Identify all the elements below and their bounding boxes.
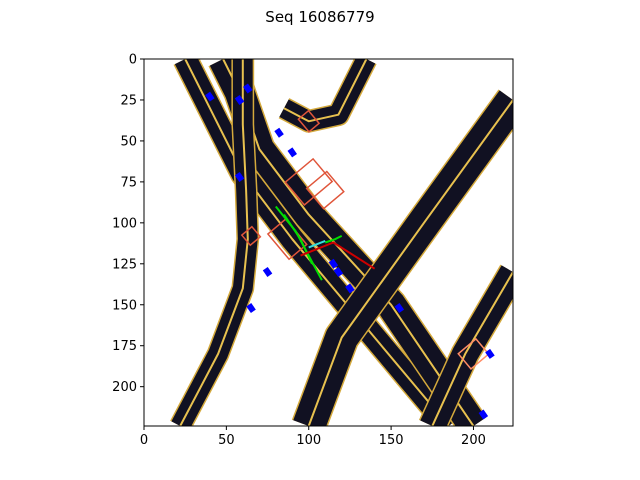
plot-frame bbox=[143, 58, 514, 427]
agent-marker bbox=[274, 127, 284, 138]
agent-marker bbox=[287, 147, 298, 158]
agent-box bbox=[284, 157, 334, 206]
x-axis: 0 50 100 150 200 bbox=[140, 426, 486, 448]
agent-marker bbox=[345, 283, 355, 294]
agent-boxes-layer bbox=[240, 109, 490, 370]
agent-marker bbox=[333, 266, 344, 277]
trajectory-green bbox=[283, 214, 313, 265]
y-tick-label: 175 bbox=[112, 339, 137, 354]
agent-box bbox=[297, 109, 321, 133]
x-tick-label: 0 bbox=[140, 433, 148, 448]
trajectory-green bbox=[324, 235, 343, 244]
chart-title: Seq 16086779 bbox=[265, 8, 374, 26]
y-tick-label: 75 bbox=[120, 175, 137, 190]
trajectories-layer bbox=[275, 205, 376, 281]
agent-marker bbox=[205, 91, 215, 102]
plot-area bbox=[143, 58, 514, 427]
y-tick-label: 150 bbox=[112, 298, 137, 313]
x-tick-label: 200 bbox=[461, 433, 486, 448]
x-tick-label: 50 bbox=[218, 433, 235, 448]
y-axis: 0 25 50 75 100 125 150 175 200 bbox=[112, 53, 144, 395]
x-tick-label: 150 bbox=[379, 433, 404, 448]
agent-marker bbox=[485, 348, 495, 359]
y-tick-label: 50 bbox=[120, 134, 137, 149]
y-tick-label: 125 bbox=[112, 257, 137, 272]
agent-marker bbox=[328, 258, 339, 269]
agent-box bbox=[305, 170, 345, 210]
trajectory-cyan bbox=[308, 239, 326, 249]
agent-marker bbox=[262, 266, 273, 277]
lane-center-0 bbox=[184, 59, 450, 426]
lane-center-2 bbox=[179, 59, 249, 426]
lane-center-3 bbox=[307, 99, 513, 426]
agent-marker bbox=[246, 303, 256, 314]
roads-layer bbox=[170, 59, 513, 426]
agent-box bbox=[240, 225, 262, 247]
agent-marker bbox=[478, 409, 489, 420]
x-tick-label: 100 bbox=[296, 433, 321, 448]
y-tick-label: 100 bbox=[112, 216, 137, 231]
lane-center-5 bbox=[283, 59, 368, 123]
y-tick-label: 25 bbox=[120, 93, 137, 108]
y-tick-label: 0 bbox=[129, 53, 137, 68]
agent-box bbox=[457, 337, 490, 370]
agent-marker bbox=[234, 94, 245, 105]
lane-center-4 bbox=[431, 271, 513, 426]
agent-marker bbox=[234, 171, 245, 182]
agent-marker bbox=[243, 83, 253, 94]
agents-layer bbox=[205, 83, 495, 420]
agent-marker bbox=[394, 303, 405, 314]
y-tick-label: 200 bbox=[112, 380, 137, 395]
trajectory-red bbox=[300, 241, 376, 270]
